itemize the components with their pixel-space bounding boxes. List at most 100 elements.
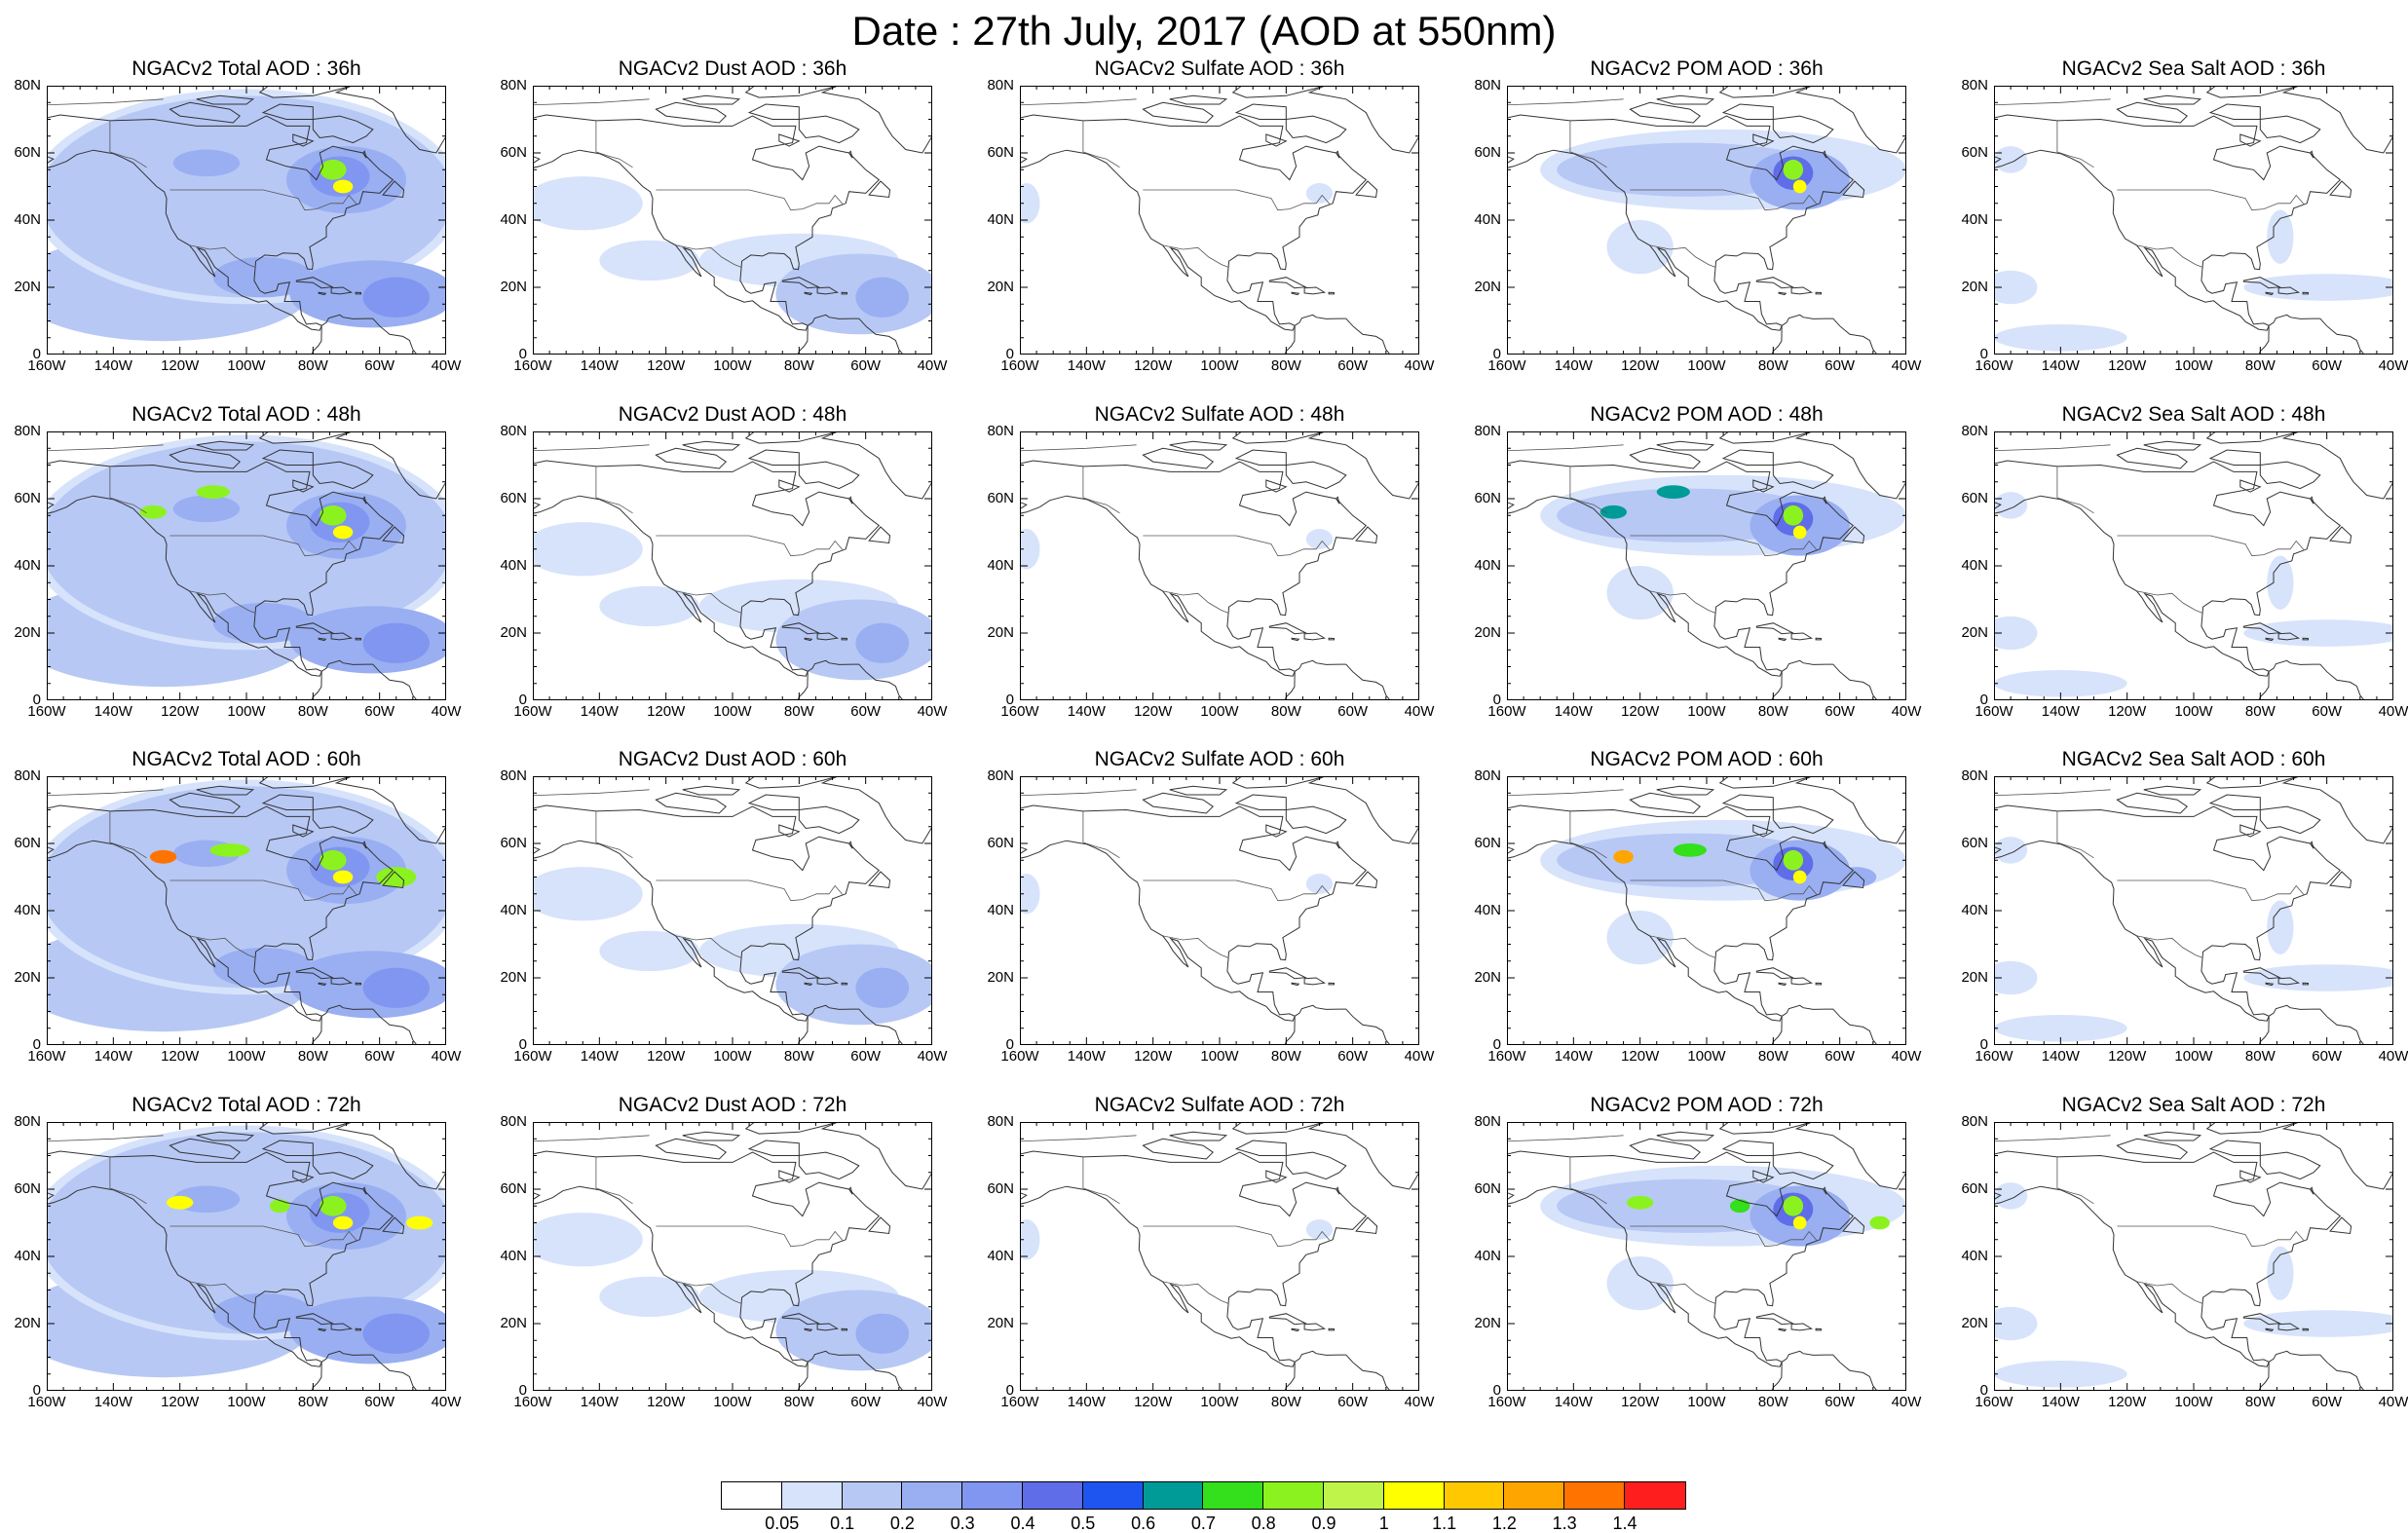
coastline xyxy=(47,804,395,1022)
political-border xyxy=(2136,244,2203,268)
coastline xyxy=(1752,479,1775,493)
coastline xyxy=(295,622,334,635)
coastline xyxy=(47,1150,395,1367)
lon-tick-label: 40W xyxy=(431,357,462,374)
aod-region xyxy=(1783,505,1804,526)
coastline xyxy=(1721,449,1834,490)
aod-region xyxy=(269,1199,290,1214)
coastline xyxy=(1335,150,1340,159)
coastline xyxy=(1822,150,1827,159)
coastlines xyxy=(533,776,932,1045)
lat-tick-label: 60N xyxy=(1474,1180,1501,1197)
lon-tick-label: 40W xyxy=(1404,703,1435,720)
coastline xyxy=(841,291,847,295)
lat-tick-label: 80N xyxy=(1474,1113,1501,1130)
lat-tick-label: 20N xyxy=(1474,969,1501,986)
lat-tick-label: 60N xyxy=(14,144,41,161)
aod-region xyxy=(1994,492,2028,519)
map-panel-dust-3: NGACv2 Dust AOD : 72h 80N 60N 40N 20N 0 160W 14… xyxy=(494,1093,947,1410)
political-border xyxy=(2056,466,2094,514)
aod-field xyxy=(47,434,446,688)
lon-tick-label: 120W xyxy=(647,1048,686,1065)
political-border xyxy=(1020,1135,1137,1142)
coastline xyxy=(1629,447,1701,469)
map-panel-total-2: NGACv2 Total AOD : 60h 80N 60N 40N 20N 0 160W 1… xyxy=(8,747,461,1065)
lat-tick-label: 0 xyxy=(1979,692,1988,708)
lon-tick-label: 80W xyxy=(1757,357,1788,374)
political-border xyxy=(656,189,844,211)
map-canvas xyxy=(47,431,446,700)
map-area xyxy=(1994,86,2393,355)
lon-tick-label: 60W xyxy=(1337,703,1369,720)
lon-tick-label: 140W xyxy=(94,1394,132,1410)
coastline xyxy=(1507,114,1855,331)
map-area xyxy=(533,1122,932,1391)
coastline xyxy=(1265,479,1288,493)
coastline xyxy=(382,180,405,199)
colorbar xyxy=(721,1481,1686,1510)
coastline xyxy=(1355,1216,1378,1235)
coastline xyxy=(781,967,820,980)
coastline xyxy=(816,1323,840,1331)
political-border xyxy=(2117,535,2305,557)
lat-tick-label: 20N xyxy=(14,1315,41,1331)
aod-field xyxy=(1994,492,2393,697)
coastline xyxy=(2265,982,2275,987)
lon-tick-label: 80W xyxy=(1757,1394,1788,1410)
coastline xyxy=(778,1170,801,1183)
panel-title: NGACv2 Dust AOD : 60h xyxy=(618,748,847,770)
lat-tick-label: 60N xyxy=(500,144,527,161)
coastline xyxy=(2309,150,2314,159)
lon-tick-label: 80W xyxy=(783,1048,814,1065)
coastlines xyxy=(1994,776,2393,1045)
map-panel-seasalt-0: NGACv2 Sea Salt AOD : 36h 80N 60N 40N 20N 0 16… xyxy=(1955,56,2408,374)
map-area xyxy=(47,431,446,700)
lon-tick-label: 80W xyxy=(1270,357,1301,374)
coastline xyxy=(781,277,820,289)
lon-tick-label: 40W xyxy=(917,1394,948,1410)
coastline xyxy=(258,86,353,98)
lon-tick-label: 120W xyxy=(1134,1048,1173,1065)
coastline xyxy=(2143,440,2202,451)
lon-tick-label: 160W xyxy=(1975,1394,2013,1410)
coastlines xyxy=(1994,431,2393,700)
coastline xyxy=(1794,431,1906,500)
coastline xyxy=(1778,637,1787,642)
lat-tick-label: 40N xyxy=(1961,902,1988,918)
coastline xyxy=(1020,460,1368,677)
political-border xyxy=(1143,1225,1331,1248)
lon-tick-label: 160W xyxy=(1000,1394,1039,1410)
coastlines xyxy=(1020,1122,1419,1391)
colorbar-tick-label: 0.8 xyxy=(1251,1514,1276,1533)
coastline xyxy=(1335,1186,1340,1195)
colorbar-swatch xyxy=(1143,1482,1204,1509)
coastlines xyxy=(1020,776,1419,1045)
lat-tick-label: 0 xyxy=(1979,346,1988,362)
aod-region xyxy=(1305,874,1334,894)
political-border xyxy=(1649,590,1716,614)
coastline xyxy=(330,977,354,986)
lon-tick-label: 100W xyxy=(1687,357,1726,374)
coastline xyxy=(816,977,840,986)
lat-tick-label: 20N xyxy=(987,969,1014,986)
coastline xyxy=(1842,526,1865,544)
lon-tick-label: 140W xyxy=(2041,1394,2080,1410)
political-border xyxy=(1162,590,1229,614)
lon-tick-label: 120W xyxy=(647,357,686,374)
lat-tick-label: 20N xyxy=(500,969,527,986)
coastline xyxy=(682,440,741,451)
lon-tick-label: 120W xyxy=(647,703,686,720)
lon-tick-label: 80W xyxy=(297,703,328,720)
lon-tick-label: 60W xyxy=(850,703,882,720)
lon-tick-label: 160W xyxy=(1975,357,2013,374)
coastline xyxy=(1268,277,1307,289)
coastline xyxy=(1268,622,1307,635)
lon-tick-label: 60W xyxy=(1337,357,1369,374)
panel-title: NGACv2 Total AOD : 36h xyxy=(132,57,361,80)
lat-tick-label: 20N xyxy=(1474,279,1501,295)
coastline xyxy=(797,1004,904,1045)
political-border xyxy=(169,1225,357,1248)
coastline xyxy=(1656,94,1715,105)
coastline xyxy=(2205,776,2300,789)
coastline xyxy=(1718,86,1813,98)
